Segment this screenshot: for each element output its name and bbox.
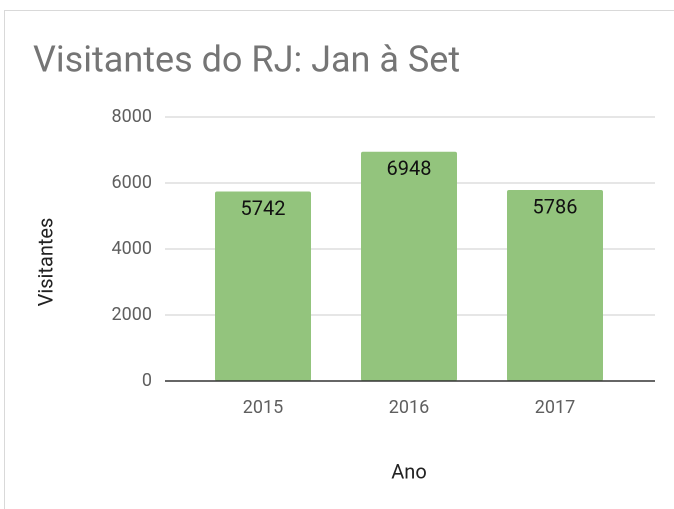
y-tick-label: 2000: [112, 304, 152, 325]
data-label: 5786: [533, 194, 578, 218]
bar: [215, 191, 311, 381]
x-axis-title: Ano: [391, 459, 427, 483]
y-tick-label: 8000: [112, 106, 152, 127]
y-axis-title: Visitantes: [33, 218, 57, 307]
y-tick-label: 6000: [112, 172, 152, 193]
data-label: 5742: [241, 196, 286, 220]
y-tick-label: 0: [142, 370, 152, 391]
data-label: 6948: [387, 156, 432, 180]
chart-title: Visitantes do RJ: Jan à Set: [33, 39, 460, 81]
y-tick-label: 4000: [112, 238, 152, 259]
x-tick-label: 2016: [389, 397, 429, 418]
x-tick-label: 2015: [243, 397, 283, 418]
x-tick-label: 2017: [535, 397, 575, 418]
bar: [361, 151, 457, 381]
bar: [507, 190, 603, 381]
